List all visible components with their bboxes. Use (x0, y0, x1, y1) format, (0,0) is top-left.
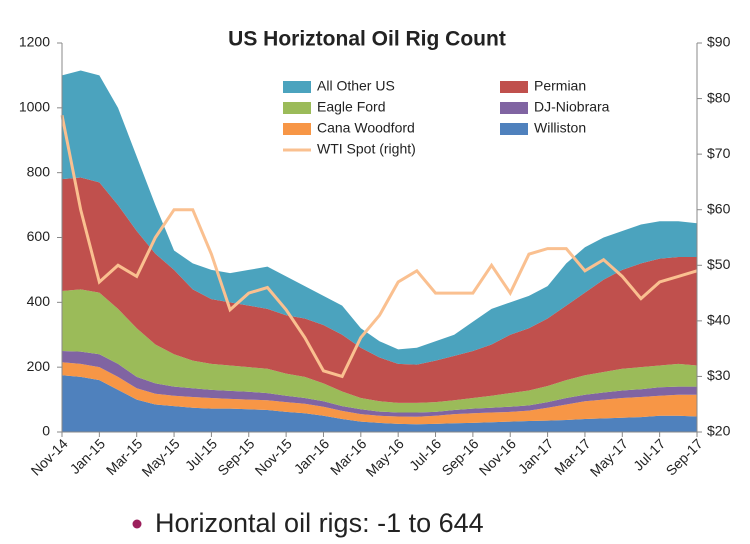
y-tick-label: 400 (27, 293, 51, 309)
legend-swatch (283, 102, 311, 114)
area (62, 70, 697, 365)
line (60, 114, 698, 379)
x-tick-label: Jan-16 (291, 435, 333, 477)
y-tick-label: 800 (27, 163, 51, 179)
y-tick-label: 0 (42, 423, 50, 439)
legend-label: Eagle Ford (317, 99, 385, 115)
x-tick-label: Jan-17 (515, 435, 557, 477)
legend-label: Williston (534, 120, 586, 136)
area (62, 289, 697, 413)
y-tick-label: 1000 (19, 99, 50, 115)
area (62, 375, 697, 432)
y2-tick-label: $50 (707, 256, 731, 272)
y2-tick-label: $80 (707, 89, 731, 105)
x-tick-label: Sep-17 (662, 435, 705, 478)
legend-label: All Other US (317, 78, 395, 94)
y2-tick-label: $20 (707, 423, 731, 439)
legend-label: Cana Woodford (317, 120, 415, 136)
legend-label: Permian (534, 78, 586, 94)
x-tick-label: Nov-15 (252, 435, 295, 478)
x-tick-label: Mar-17 (551, 435, 594, 478)
chart-title: US Horiztonal Oil Rig Count (228, 28, 506, 51)
legend-swatch (500, 81, 528, 93)
y2-tick-label: $40 (707, 312, 731, 328)
legend-label: DJ-Niobrara (534, 99, 610, 115)
x-tick-label: May-16 (363, 435, 407, 479)
x-tick-label: Nov-16 (476, 435, 519, 478)
y2-tick-label: $90 (707, 34, 731, 50)
area (62, 177, 697, 403)
x-tick-label: Mar-15 (103, 435, 146, 478)
y-tick-label: 600 (27, 228, 51, 244)
legend-label: WTI Spot (right) (317, 141, 416, 157)
legend-swatch (283, 123, 311, 135)
legend-swatch (283, 81, 311, 93)
x-tick-label: Sep-16 (438, 435, 481, 478)
legend-swatch (500, 102, 528, 114)
y2-tick-label: $30 (707, 367, 731, 383)
x-tick-label: Sep-15 (214, 435, 257, 478)
legend-swatch (500, 123, 528, 135)
x-tick-label: May-15 (138, 435, 182, 479)
x-tick-label: Mar-16 (327, 435, 370, 478)
bullet (132, 519, 142, 529)
y-tick-label: 200 (27, 358, 51, 374)
y2-tick-label: $70 (707, 145, 731, 161)
y2-tick-label: $60 (707, 200, 731, 216)
y-tick-label: 1200 (19, 34, 50, 50)
x-tick-label: May-17 (587, 435, 631, 479)
note: Horizontal oil rigs: -1 to 644 (155, 508, 484, 538)
x-tick-label: Nov-14 (28, 435, 71, 478)
x-tick-label: Jan-15 (67, 435, 109, 477)
